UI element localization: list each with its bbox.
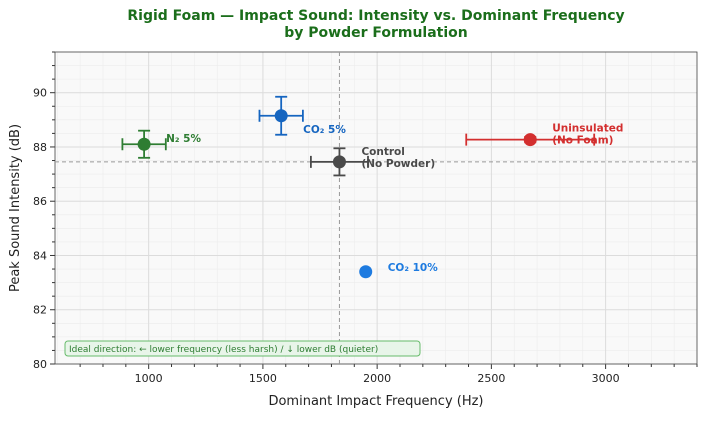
x-tick-label: 1500 [249,372,277,385]
data-point [274,109,288,123]
x-tick-label: 1000 [135,372,163,385]
annotation-text: Ideal direction: ← lower frequency (less… [69,345,378,355]
data-point-group: Uninsulated (No Foam) [465,123,623,147]
data-point-group: CO₂ 10% [359,262,438,279]
plot-area [55,52,697,364]
data-label-line: (No Foam) [552,135,613,147]
data-label: CO₂ 10% [388,262,438,274]
annotation-frame [64,340,421,357]
x-tick-label: 2500 [477,372,505,385]
data-label: CO₂ 5% [303,124,346,136]
y-axis-label: Peak Sound Intensity (dB) [8,124,23,292]
data-label-line: N₂ 5% [166,133,201,145]
y-tick-label: 90 [33,87,47,100]
data-label-line: Control [361,146,404,158]
x-tick-label: 2000 [363,372,391,385]
data-label: Uninsulated (No Foam) [552,123,623,147]
data-point-group: CO₂ 5% [258,95,346,136]
data-point [137,137,151,151]
data-point [332,155,346,169]
x-tick-label: 3000 [592,372,620,385]
data-label: Control (No Powder) [361,146,435,170]
data-label: N₂ 5% [166,133,201,145]
plot-frame [54,51,698,365]
data-label-line: CO₂ 5% [303,124,346,136]
x-axis-label: Dominant Impact Frequency (Hz) [268,394,483,409]
y-tick-label: 82 [33,304,47,317]
y-tick-label: 86 [33,195,47,208]
y-tick-label: 88 [33,141,47,154]
data-label-line: (No Powder) [361,158,435,170]
annotation-box: Ideal direction: ← lower frequency (less… [64,340,421,357]
data-point [359,265,373,279]
y-tick-label: 80 [33,358,47,371]
data-label-line: Uninsulated [552,123,623,135]
data-point-group: Control (No Powder) [309,146,435,177]
chart-title: Rigid Foam — Impact Sound: Intensity vs.… [127,8,624,24]
data-label-line: CO₂ 10% [388,262,438,274]
chart-title: by Powder Formulation [284,25,468,41]
y-tick-label: 84 [33,249,47,262]
data-point [523,133,537,147]
data-point-group: N₂ 5% [121,129,201,159]
